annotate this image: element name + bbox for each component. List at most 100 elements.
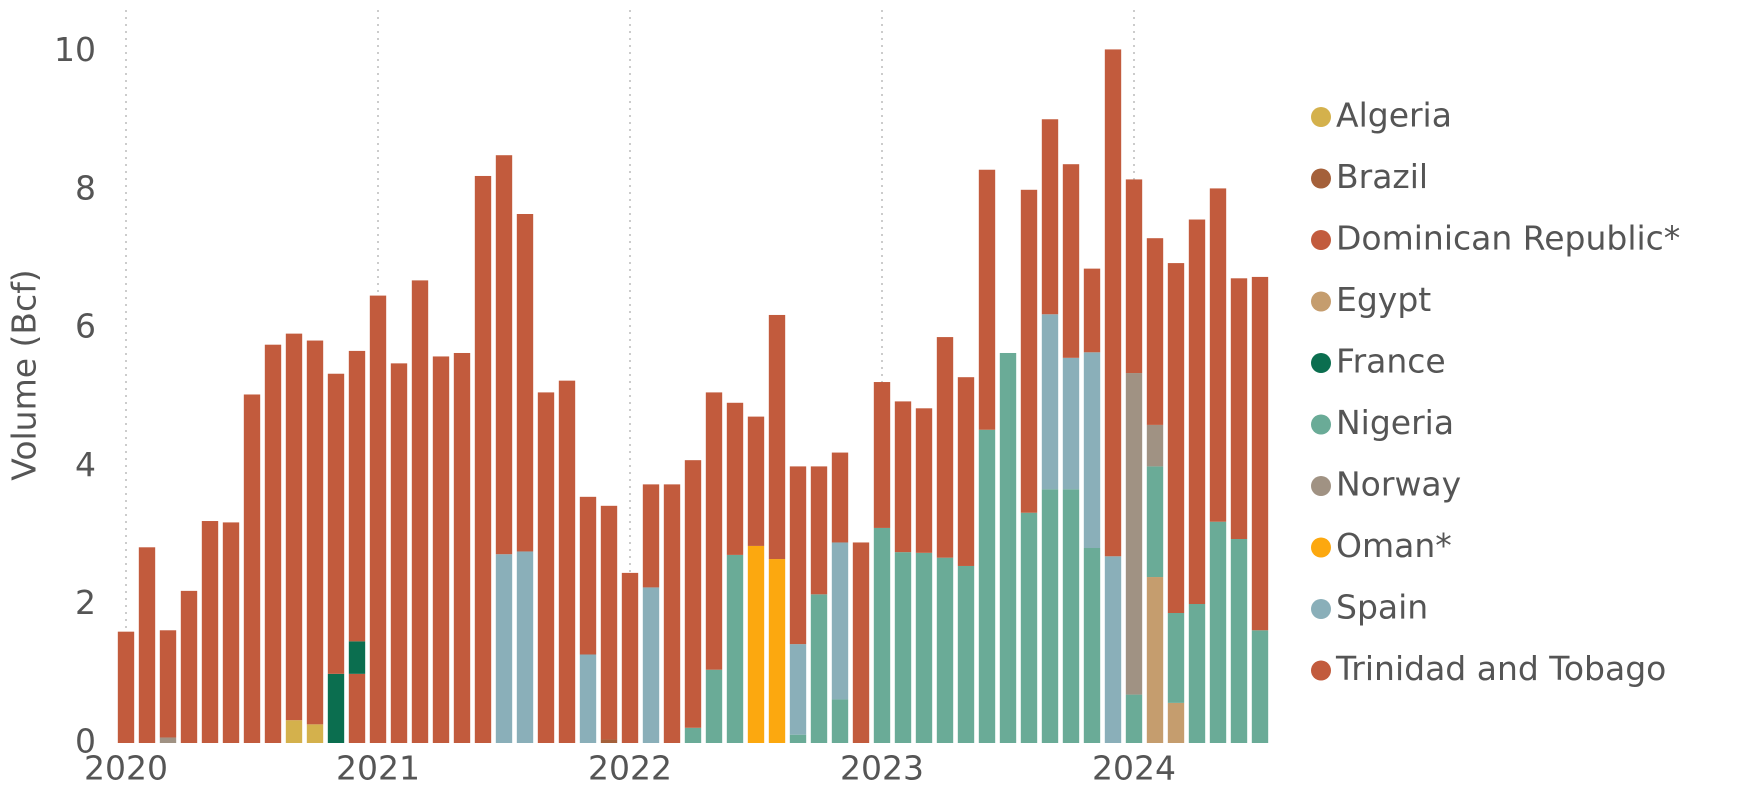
bar-segment <box>957 377 975 566</box>
bar-segment <box>789 734 807 743</box>
bar-segment <box>768 314 786 560</box>
bar-segment <box>180 590 198 743</box>
bar-segment <box>201 521 219 743</box>
legend-label: Nigeria <box>1336 403 1454 442</box>
bar-segment <box>1188 604 1206 743</box>
bar-segment <box>873 382 891 528</box>
bar-segment <box>1125 694 1143 743</box>
bar-segment <box>1146 577 1164 743</box>
bar-segment <box>1146 238 1164 425</box>
bar-segment <box>1062 489 1080 743</box>
bar-segment <box>1083 352 1101 548</box>
bar-segment <box>222 522 240 743</box>
bar-segment <box>516 213 534 552</box>
bar-segment <box>1251 276 1269 631</box>
bar-segment <box>831 542 849 700</box>
legend-marker <box>1311 107 1331 127</box>
bar-segment <box>1083 547 1101 743</box>
legend-label: Egypt <box>1336 280 1431 319</box>
bar-segment <box>1209 188 1227 522</box>
bar-segment <box>978 169 996 430</box>
bar-segment <box>831 699 849 743</box>
bar-segment <box>348 350 366 642</box>
bar-segment <box>852 542 870 743</box>
bar-segment <box>1125 373 1143 695</box>
bar-segment <box>999 352 1017 743</box>
y-tick-label: 2 <box>75 583 96 622</box>
bar-segment <box>726 554 744 743</box>
bar-segment <box>159 737 177 743</box>
legend-label: Algeria <box>1336 96 1452 135</box>
bar-segment <box>579 496 597 655</box>
bar-segment <box>1104 556 1122 743</box>
bar-segment <box>1167 702 1185 743</box>
x-tick-label: 2021 <box>336 749 420 788</box>
bar-segment <box>1041 489 1059 743</box>
y-tick-label: 4 <box>75 445 96 484</box>
bar-segment <box>747 545 765 743</box>
bar-segment <box>306 340 324 725</box>
bar-segment <box>894 401 912 553</box>
bar-segment <box>1230 539 1248 743</box>
bar-segment <box>1209 521 1227 743</box>
legend-marker <box>1311 291 1331 312</box>
bar-segment <box>978 429 996 743</box>
legend-label: Spain <box>1336 588 1428 627</box>
bar-segment <box>579 654 597 743</box>
bar-segment <box>495 155 513 555</box>
bar-segment <box>411 280 429 743</box>
bar-segment <box>621 572 639 743</box>
bar-segment <box>684 727 702 743</box>
bar-segment <box>516 551 534 743</box>
legend-label: Norway <box>1336 465 1461 504</box>
legend-marker <box>1311 353 1331 373</box>
bar-segment <box>243 394 261 743</box>
bar-segment <box>369 295 387 743</box>
legend-label: Trinidad and Tobago <box>1335 649 1666 688</box>
bar-segment <box>1041 314 1059 490</box>
x-tick-label: 2024 <box>1092 749 1176 788</box>
bar-segment <box>1251 630 1269 743</box>
bar-segment <box>1125 179 1143 374</box>
bar-segment <box>915 552 933 743</box>
bar-segment <box>306 724 324 743</box>
bar-segment <box>789 466 807 645</box>
bar-segment <box>537 392 555 743</box>
bar-segment <box>705 392 723 670</box>
y-axis-label: Volume (Bcf) <box>5 269 44 480</box>
legend-marker <box>1311 230 1331 250</box>
bar-segment <box>873 527 891 743</box>
legend-marker <box>1311 599 1331 619</box>
bar-segment <box>600 739 618 743</box>
bar-segment <box>474 175 492 743</box>
legend-marker <box>1311 168 1331 189</box>
legend-marker <box>1311 660 1331 681</box>
bar-segment <box>285 720 303 743</box>
bar-segment <box>768 559 786 743</box>
bar-segment <box>348 641 366 674</box>
bar-segment <box>138 547 156 743</box>
bar-segment <box>1167 263 1185 613</box>
bar-segment <box>1146 424 1164 467</box>
bar-segment <box>957 565 975 743</box>
bar-segment <box>1230 278 1248 540</box>
bar-segment <box>894 552 912 743</box>
bar-segment <box>327 373 345 674</box>
y-tick-label: 8 <box>75 168 96 207</box>
bar-segment <box>747 416 765 546</box>
bar-segment <box>117 631 135 743</box>
y-tick-label: 10 <box>54 30 96 69</box>
legend-label: France <box>1336 342 1446 381</box>
bar-segment <box>495 554 513 743</box>
bar-segment <box>1146 466 1164 578</box>
bar-segment <box>264 344 282 743</box>
bar-segment <box>810 594 828 743</box>
y-tick-label: 6 <box>75 307 96 346</box>
bar-segment <box>1083 268 1101 353</box>
bar-segment <box>726 402 744 555</box>
x-tick-label: 2022 <box>588 749 672 788</box>
legend-label: Brazil <box>1336 157 1428 196</box>
bar-segment <box>936 337 954 558</box>
bar-segment <box>1020 189 1038 513</box>
